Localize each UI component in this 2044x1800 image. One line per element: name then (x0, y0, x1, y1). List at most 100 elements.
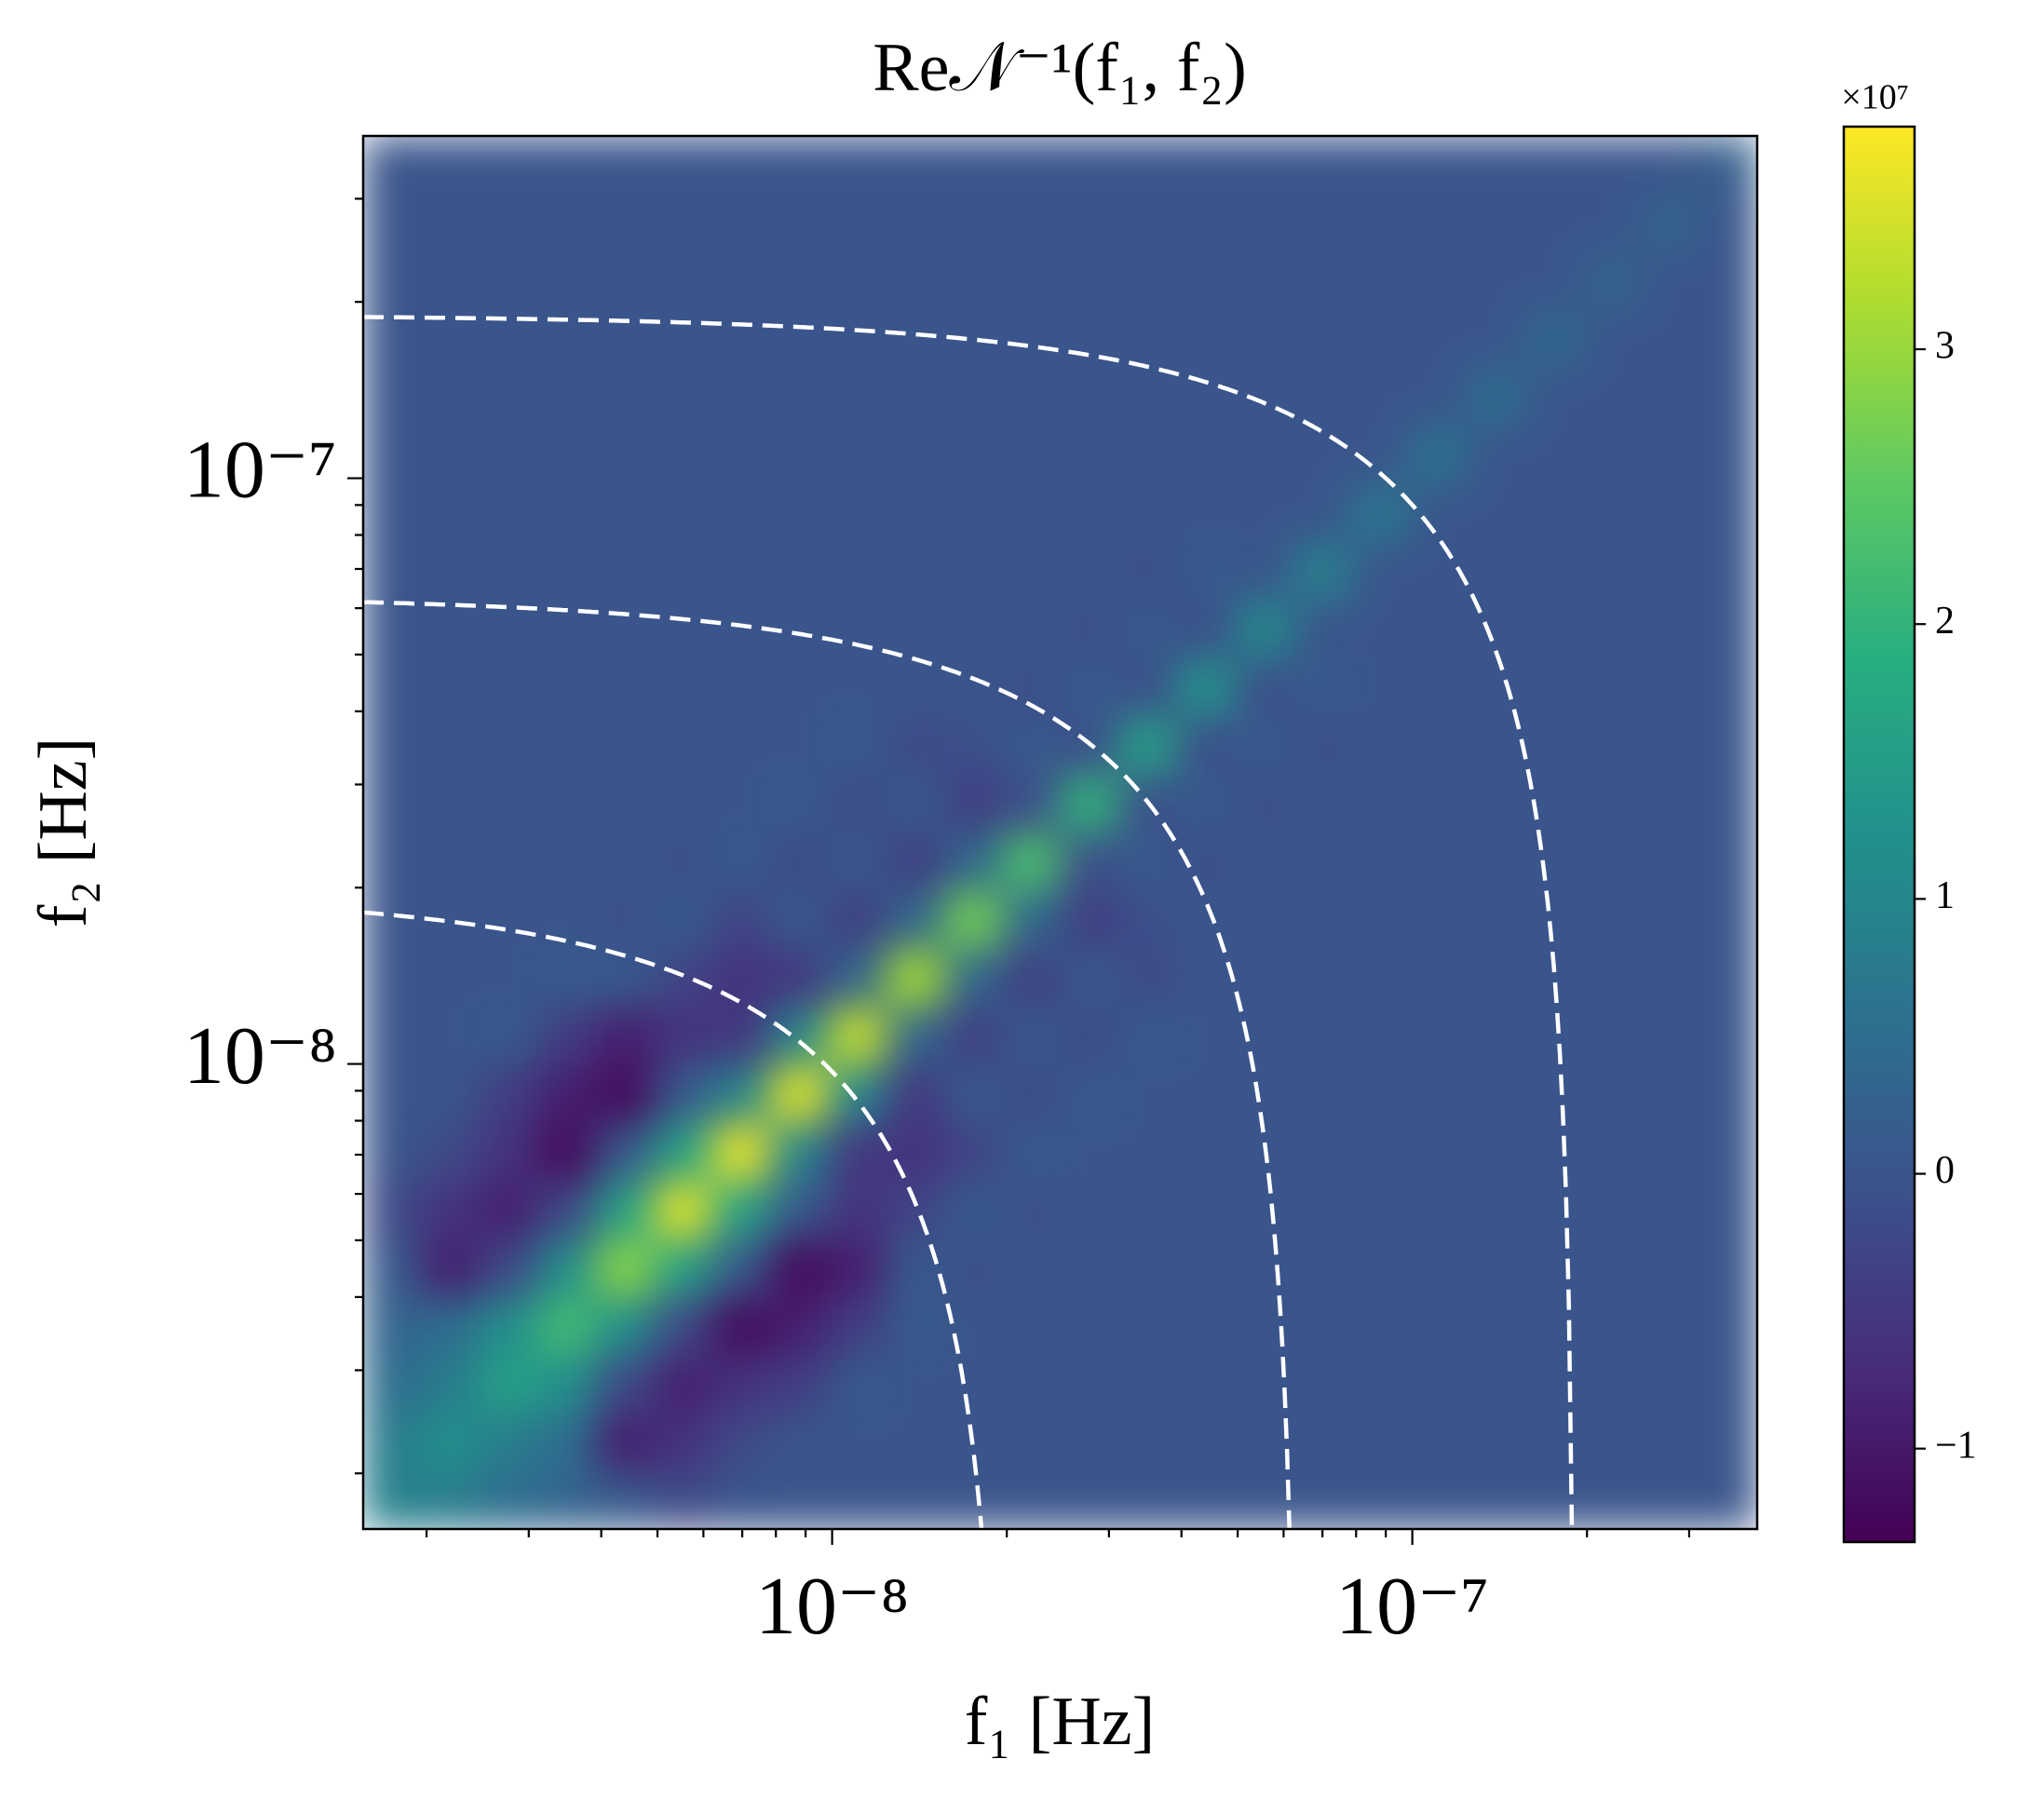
heatmap-cell (1176, 136, 1236, 195)
heatmap-cell (1293, 426, 1351, 485)
heatmap-cell (653, 600, 712, 659)
heatmap-cell (1002, 136, 1062, 195)
heatmap-cell (1234, 890, 1293, 950)
heatmap-cell (828, 1238, 887, 1298)
heatmap-cell (595, 542, 655, 602)
heatmap-cell (1002, 1413, 1062, 1472)
heatmap-cell (479, 832, 538, 891)
heatmap-cell (1234, 1296, 1293, 1356)
heatmap-cell (711, 194, 771, 253)
heatmap-cell (1350, 890, 1410, 950)
heatmap-cell (1582, 194, 1642, 253)
heatmap-cell (1060, 1064, 1119, 1124)
heatmap-cell (828, 774, 887, 833)
heatmap-cell (653, 426, 712, 485)
heatmap-cell (711, 832, 771, 891)
plot-frame (361, 134, 1759, 1531)
heatmap-cell (1060, 1007, 1119, 1065)
heatmap-cell (1176, 251, 1236, 311)
heatmap-cell (1467, 1181, 1526, 1239)
heatmap-cell (1524, 1122, 1584, 1182)
heatmap-cell (769, 136, 829, 195)
heatmap-cell (886, 890, 945, 950)
heatmap-cell (943, 890, 1003, 950)
heatmap-cell (1117, 484, 1177, 543)
heatmap-cell (1641, 368, 1700, 427)
heatmap-cell (421, 1007, 481, 1065)
heatmap-cell (479, 136, 538, 195)
heatmap-cell (1582, 890, 1642, 950)
heatmap-cell (363, 832, 422, 891)
heatmap-cell (1699, 716, 1757, 776)
heatmap-cell (1408, 310, 1468, 369)
heatmap-cell (1176, 1355, 1236, 1414)
heatmap-cell (828, 542, 887, 602)
heatmap-cell (1293, 832, 1351, 891)
heatmap-cell (421, 194, 481, 253)
heatmap-cell (1234, 1064, 1293, 1124)
heatmap-cell (1060, 136, 1119, 195)
heatmap-cell (1467, 1355, 1526, 1414)
heatmap-cell (653, 774, 712, 833)
heatmap-cell (1467, 1296, 1526, 1356)
heatmap-cell (1176, 658, 1236, 717)
heatmap-cell (769, 716, 829, 776)
heatmap-cell (828, 1181, 887, 1239)
heatmap-cell (363, 716, 422, 776)
colorbar-tick-label: 0 (1935, 1149, 1955, 1192)
heatmap-cell (1699, 310, 1757, 369)
heatmap-cell (1408, 484, 1468, 543)
heatmap-cell (653, 658, 712, 717)
heatmap-cell (363, 542, 422, 602)
heatmap-cell (769, 1296, 829, 1356)
heatmap-cell (1117, 1413, 1177, 1472)
heatmap-cell (769, 1007, 829, 1065)
heatmap-cell (1060, 484, 1119, 543)
heatmap-cell (943, 484, 1003, 543)
heatmap-cell (1234, 774, 1293, 833)
heatmap-cell (711, 716, 771, 776)
heatmap-cell (363, 1470, 422, 1529)
heatmap-cell (1641, 1413, 1700, 1472)
heatmap-cell (1641, 1181, 1700, 1239)
heatmap-cell (1117, 1064, 1177, 1124)
heatmap-cell (595, 136, 655, 195)
heatmap-cell (1524, 368, 1584, 427)
heatmap-cell (653, 310, 712, 369)
heatmap-cell (1524, 1007, 1584, 1065)
heatmap-cell (943, 774, 1003, 833)
heatmap-cell (1524, 194, 1584, 253)
heatmap-cell (1350, 251, 1410, 311)
heatmap-cell (1176, 1122, 1236, 1182)
heatmap-cell (1176, 368, 1236, 427)
heatmap-cell (943, 948, 1003, 1008)
heatmap-cell (1350, 1122, 1410, 1182)
heatmap-cell (1582, 1238, 1642, 1298)
heatmap-cell (1524, 716, 1584, 776)
heatmap-cell (1582, 426, 1642, 485)
heatmap-cell (769, 194, 829, 253)
heatmap-cell (1641, 658, 1700, 717)
heatmap-cell (363, 1238, 422, 1298)
heatmap-cell (1408, 1238, 1468, 1298)
heatmap-cell (943, 1238, 1003, 1298)
heatmap-cell (769, 1122, 829, 1182)
heatmap-cell (1350, 1064, 1410, 1124)
heatmap-cell (769, 1181, 829, 1239)
heatmap-cell (1641, 600, 1700, 659)
heatmap-cell (1293, 1181, 1351, 1239)
heatmap-cell (1002, 890, 1062, 950)
heatmap-cell (479, 1064, 538, 1124)
heatmap-cell (1582, 310, 1642, 369)
y-tick-label: 10⁻⁸ (183, 1011, 337, 1102)
heatmap-cell (1467, 774, 1526, 833)
heatmap-cell (886, 426, 945, 485)
heatmap-cell (1582, 716, 1642, 776)
heatmap-cell (1060, 368, 1119, 427)
heatmap-cell (828, 1296, 887, 1356)
heatmap-cell (363, 484, 422, 543)
heatmap-cell (711, 251, 771, 311)
heatmap-cell (769, 1238, 829, 1298)
dashed-curve (363, 910, 984, 1529)
heatmap-cell (1176, 600, 1236, 659)
